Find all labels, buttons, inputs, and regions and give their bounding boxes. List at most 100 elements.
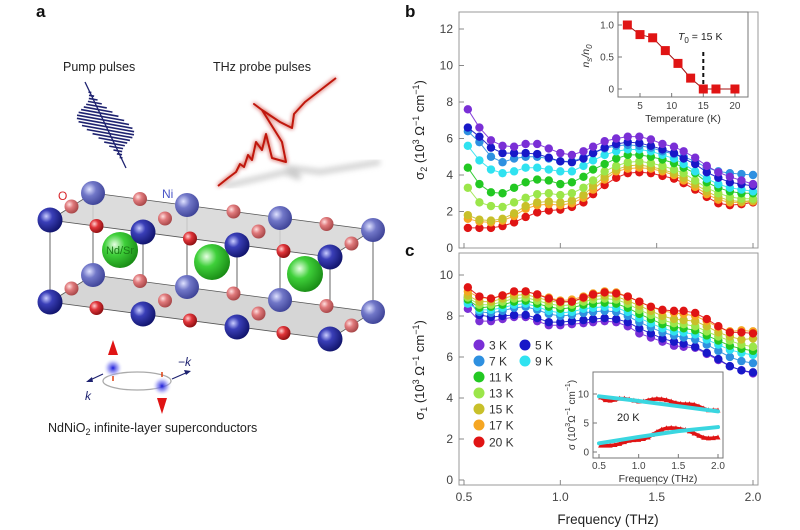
data-point-7K: [748, 170, 758, 180]
data-point-3K: [669, 142, 679, 151]
data-point-9K: [475, 156, 484, 165]
data-point-13K: [691, 176, 700, 185]
data-point-13K: [567, 189, 577, 198]
data-point-3K: [725, 172, 735, 182]
nickel-atom: [268, 206, 292, 230]
inset-data-point: [636, 436, 642, 442]
oxygen-atom: [319, 217, 334, 231]
inset-data-point: [648, 33, 658, 43]
pump-pulse-stripe: [88, 91, 92, 94]
oxygen-atom: [183, 231, 197, 246]
spin-up-arrow-icon: [108, 340, 118, 355]
data-point-3K: [556, 148, 565, 158]
data-point-3K: [702, 161, 711, 171]
y-tick-label: 0: [446, 473, 453, 487]
pump-pulse-stripe: [92, 132, 131, 142]
inset-y-tick-label: 5: [583, 419, 589, 430]
data-point-7K: [725, 352, 735, 362]
data-point-5K: [714, 354, 723, 364]
label-part: ): [412, 80, 427, 84]
data-point-5K: [679, 339, 688, 348]
data-point-5K: [509, 310, 519, 320]
label-part: (10: [412, 144, 427, 166]
data-point-5K: [463, 123, 473, 132]
label-part: ): [412, 320, 427, 324]
legend-item: 5 K: [519, 339, 553, 353]
pump-pulse-stripe: [76, 117, 133, 130]
data-point-11K: [579, 172, 588, 182]
legend-marker: [519, 355, 531, 367]
data-point-20K: [600, 288, 609, 297]
minus-k-label: −k: [178, 355, 192, 369]
data-point-5K: [600, 313, 609, 323]
data-point-3K: [623, 132, 632, 141]
legend: 3 K 5 K 7 K 9 K 11 K 13 K 15 K 17 K 20 K: [473, 339, 553, 450]
data-point-11K: [486, 188, 496, 197]
data-point-5K: [669, 337, 679, 346]
oxygen-atom: [226, 204, 241, 219]
inset-data-point: [711, 84, 721, 94]
data-point-5K: [588, 314, 598, 324]
nickel-atom: [361, 218, 385, 242]
legend-item: 15 K: [473, 403, 514, 417]
data-point-13K: [579, 183, 588, 192]
data-point-20K: [463, 283, 473, 292]
data-point-20K: [623, 292, 632, 301]
pump-pulse-stripe: [88, 94, 95, 98]
data-point-3K: [533, 139, 542, 149]
data-point-3K: [567, 150, 577, 160]
label-part: s: [585, 58, 594, 62]
data-point-11K: [612, 154, 621, 163]
data-point-20K: [498, 291, 507, 300]
data-point-11K: [533, 175, 542, 184]
data-point-5K: [579, 315, 588, 325]
label-part: −1: [411, 325, 421, 335]
data-point-11K: [567, 178, 577, 187]
nickel-label: Ni: [162, 187, 173, 201]
data-point-20K: [509, 218, 519, 227]
y-tick-label: 6: [446, 132, 453, 146]
nd-sr-label: Nd/Sr: [106, 245, 134, 257]
data-point-3K: [600, 137, 609, 146]
label-part: Ω: [412, 366, 427, 380]
oxygen-atom: [319, 299, 334, 313]
label-part: cm: [567, 391, 578, 407]
data-point-13K: [635, 157, 644, 166]
label-part: 0: [684, 36, 689, 45]
inset-x-axis-label: Temperature (K): [645, 113, 721, 125]
spin-down-arrow-icon: [157, 398, 167, 414]
x-tick-label: 1.0: [552, 490, 569, 504]
data-point-15K: [486, 216, 496, 225]
data-point-5K: [475, 132, 484, 141]
data-point-5K: [588, 148, 598, 158]
y-tick-label: 0: [446, 241, 453, 255]
inset-data-point: [691, 401, 697, 407]
data-point-5K: [533, 149, 542, 159]
label-part: Ω: [567, 415, 578, 423]
x-axis-label-c: Frequency (THz): [557, 512, 658, 527]
data-point-20K: [486, 294, 496, 303]
inset-data-point: [640, 435, 646, 441]
pump-pulse-stripe: [76, 114, 130, 126]
y-tick-label: 10: [440, 268, 454, 282]
pair-orbit: [102, 371, 172, 391]
legend-label: 5 K: [535, 339, 553, 353]
data-point-20K: [521, 212, 530, 222]
inset-y-tick-label: 0: [583, 448, 589, 459]
legend-marker: [473, 419, 485, 431]
inset-data-point: [622, 20, 632, 30]
k-label: k: [85, 389, 92, 403]
data-point-15K: [737, 335, 746, 344]
data-point-5K: [669, 148, 679, 158]
legend-item: 13 K: [473, 387, 514, 401]
legend-item: 3 K: [473, 339, 507, 353]
data-point-20K: [737, 328, 746, 337]
oxygen-atom: [158, 293, 172, 308]
data-point-20K: [588, 290, 598, 299]
data-point-9K: [600, 150, 609, 160]
label-part: −1: [411, 85, 421, 95]
data-point-5K: [556, 157, 565, 166]
label-part: 3: [411, 139, 421, 144]
y-tick-label: 4: [446, 168, 453, 182]
